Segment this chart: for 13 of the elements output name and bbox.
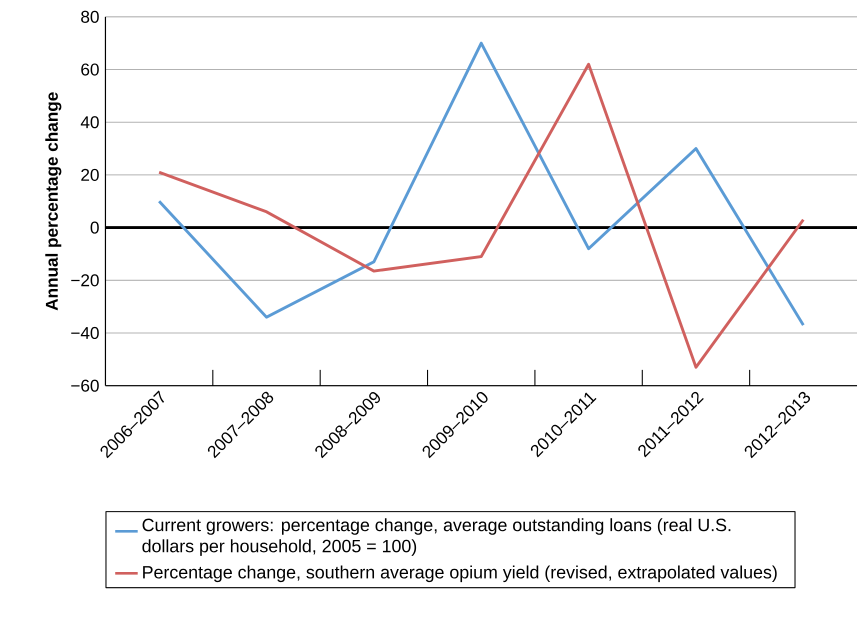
y-tick-label: 0 bbox=[90, 222, 99, 234]
legend-label: Percentage change, southern average opium yield (revised, extrapolated values) bbox=[143, 565, 777, 582]
y-tick-label: 20 bbox=[81, 168, 99, 182]
y-axis-title: Annual percentage change bbox=[45, 92, 62, 310]
y-tick-label: −20 bbox=[71, 274, 99, 286]
line-series bbox=[158, 42, 805, 327]
y-tick-label: 60 bbox=[81, 63, 99, 76]
legend-label: Current growers: percentage change, average outstanding loans (real U.S. dollars per household, 2005 = 100) bbox=[142, 518, 730, 556]
line-series bbox=[158, 62, 805, 369]
y-tick-label: 40 bbox=[80, 116, 99, 128]
y-tick-label: −60 bbox=[71, 380, 99, 392]
y-tick-label: −40 bbox=[71, 326, 99, 340]
y-tick-label: 80 bbox=[81, 10, 99, 23]
